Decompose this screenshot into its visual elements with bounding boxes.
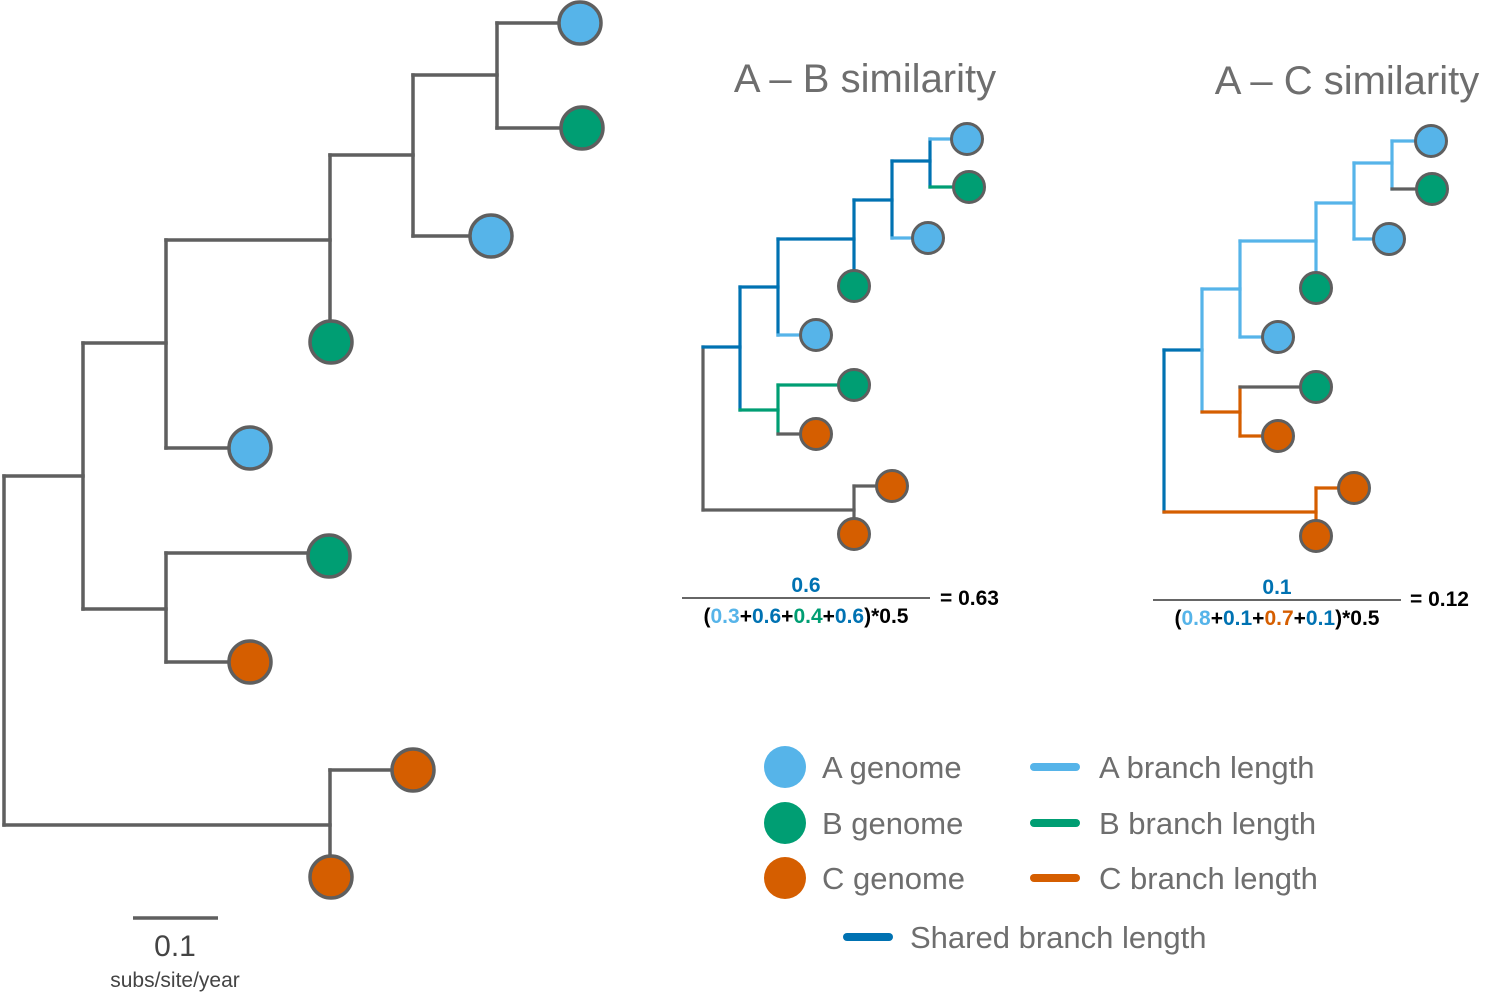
main-tree-tip-b-genome [308,319,354,365]
ab-term-2: 0.6 [752,605,781,628]
main-tree-tip-c-genome [308,854,354,900]
ab-tree-tip-b-genome [837,368,871,402]
ab-tree-tip-b-genome [952,170,986,204]
ac-tree-tip-b-genome [1415,172,1449,206]
ab-tree-tip-b-genome [837,269,871,303]
legend-c-genome-swatch [764,857,806,899]
ac-tree-tip-c-genome [1261,419,1295,453]
ab-term-4: 0.6 [835,605,864,628]
ac-tree-tip-a-genome [1261,320,1295,354]
legend-shared-branch-label: Shared branch length [910,920,1206,955]
scale-bar-unit: subs/site/year [110,969,240,992]
ac-numerator: 0.1 [1262,576,1292,599]
main-tree-tip-a-genome [468,213,514,259]
scale-bar: 0.1 subs/site/year [110,916,240,992]
ab-denominator: (0.3+0.6+0.4+0.6)*0.5 [704,605,909,628]
ac-term-1: 0.8 [1182,607,1212,630]
ac-tree-tip-c-genome [1337,471,1371,505]
main-tree-tip-b-genome [559,105,605,151]
ac-tree-tip-b-genome [1299,370,1333,404]
legend-c-branch-label: C branch length [1099,861,1318,896]
ac-term-4: 0.1 [1306,607,1336,630]
ab-similarity-tree [701,122,986,551]
legend-a-branch-label: A branch length [1099,750,1314,785]
ab-tree-tip-c-genome [875,469,909,503]
main-tree-tip-c-genome [390,747,436,793]
ac-tree-tip-c-genome [1299,519,1333,553]
ab-panel-title: A – B similarity [734,57,996,101]
ac-term-3: 0.7 [1264,607,1293,630]
ac-multiplier: *0.5 [1342,607,1380,630]
ac-tree-tip-a-genome [1414,124,1448,158]
ac-result: = 0.12 [1410,588,1469,611]
legend-b-branch-label: B branch length [1099,806,1316,841]
ab-tree-tip-a-genome [799,318,833,352]
legend-c-genome-label: C genome [822,861,965,896]
ab-tree-tip-a-genome [911,221,945,255]
ab-term-3: 0.4 [793,605,823,628]
ab-tree-tip-c-genome [837,517,871,551]
legend-a-genome-label: A genome [822,750,962,785]
ab-multiplier: *0.5 [871,605,909,628]
ac-tree-tip-a-genome [1372,222,1406,256]
ab-numerator: 0.6 [791,574,820,597]
legend-b-genome-swatch [764,802,806,844]
ab-result: = 0.63 [940,587,999,610]
legend-b-genome-label: B genome [822,806,963,841]
ab-tree-tip-c-genome [799,417,833,451]
ac-similarity-tree [1162,124,1449,553]
ac-panel-title: A – C similarity [1215,59,1480,103]
ab-term-1: 0.3 [711,605,740,628]
ab-formula: 0.6 (0.3+0.6+0.4+0.6)*0.5 = 0.63 [682,574,999,628]
ac-term-2: 0.1 [1223,607,1253,630]
ac-tree-tip-b-genome [1299,271,1333,305]
main-tree [2,0,605,900]
legend: A genome B genome C genome A branch leng… [764,746,1318,955]
ac-formula: 0.1 (0.8+0.1+0.7+0.1)*0.5 = 0.12 [1153,576,1469,630]
scale-bar-value: 0.1 [154,930,196,963]
ab-tree-tip-a-genome [950,122,984,156]
main-tree-tip-a-genome [227,425,273,471]
main-tree-tip-b-genome [306,533,352,579]
ac-denominator: (0.8+0.1+0.7+0.1)*0.5 [1175,607,1380,630]
legend-a-genome-swatch [764,746,806,788]
main-tree-tip-c-genome [227,639,273,685]
main-tree-tip-a-genome [557,0,603,46]
